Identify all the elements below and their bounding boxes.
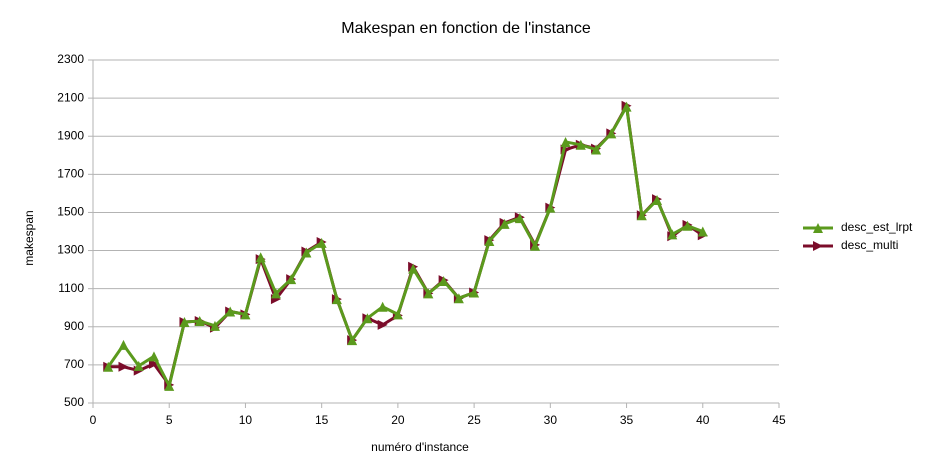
data-point [392,309,403,320]
data-point [408,263,419,274]
data-point [118,339,129,350]
data-point [347,335,358,346]
data-point [621,101,632,112]
data-point [255,252,266,263]
x-tick-label: 35 [620,413,634,427]
data-point [225,306,236,317]
data-point [194,316,205,327]
legend-label: desc_multi [841,238,898,252]
x-tick-label: 30 [544,413,558,427]
data-point [591,144,602,155]
data-point [148,358,159,369]
series-line [108,104,704,387]
x-tick-label: 25 [467,413,481,427]
x-tick-label: 5 [166,413,173,427]
y-tick-label: 2100 [57,90,84,104]
x-tick-label: 45 [772,413,786,427]
legend-marker [813,223,823,233]
data-point [545,202,556,213]
data-point [377,319,388,330]
data-point [240,309,251,320]
y-tick-label: 1900 [57,128,84,142]
y-tick-label: 1100 [58,281,84,295]
x-tick-label: 15 [315,413,329,427]
data-point [331,294,342,305]
y-tick-label: 2300 [57,52,84,66]
data-point [499,218,510,229]
data-point [270,288,281,299]
data-point [118,361,129,372]
data-point [697,226,708,237]
data-point [286,274,297,285]
data-point [133,360,144,371]
y-tick-label: 1300 [57,243,84,257]
x-axis-label: numéro d'instance [371,440,469,454]
data-point [377,301,388,312]
data-point [469,287,480,298]
x-tick-label: 0 [90,413,97,427]
data-point [438,276,449,287]
x-tick-label: 20 [391,413,405,427]
series-line [107,105,704,388]
data-point [575,139,586,150]
data-point [682,220,693,231]
data-point [453,293,464,304]
data-point [103,361,114,372]
data-point [560,136,571,147]
data-point [514,213,525,224]
data-point [636,210,647,221]
y-tick-label: 1500 [57,205,84,219]
data-point [652,195,663,206]
y-tick-label: 900 [64,319,84,333]
data-point [179,317,190,328]
legend-label: desc_est_lrpt [841,220,913,234]
data-point [316,237,327,248]
data-point [606,128,617,139]
data-point [362,313,373,324]
data-point [148,351,159,362]
data-point [301,247,312,258]
x-tick-label: 10 [239,413,253,427]
y-tick-label: 1700 [57,167,84,181]
y-axis-label: makespan [22,210,36,265]
data-point [423,288,434,299]
y-tick-label: 700 [64,357,84,371]
x-tick-label: 40 [696,413,710,427]
data-point [484,236,495,247]
data-point [667,229,678,240]
data-point [164,380,175,391]
legend-marker [813,241,823,251]
y-tick-label: 500 [64,395,84,409]
chart-title: Makespan en fonction de l'instance [341,20,591,37]
data-point [209,320,220,331]
data-point [530,240,541,251]
